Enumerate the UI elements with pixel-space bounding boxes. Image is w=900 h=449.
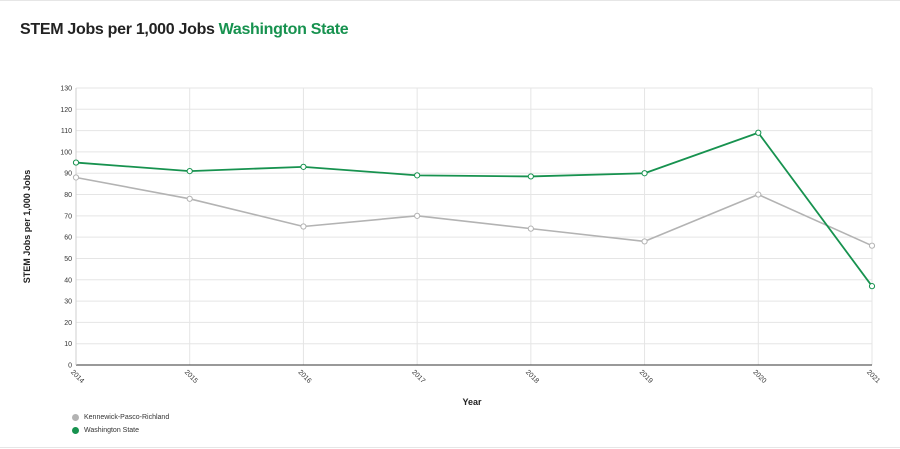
series-line-washington-state bbox=[75, 131, 873, 287]
data-point bbox=[414, 172, 421, 179]
data-point bbox=[755, 191, 762, 198]
y-tick-label: 60 bbox=[64, 235, 72, 242]
x-tick-label: 2020 bbox=[751, 369, 767, 385]
x-tick-label: 2014 bbox=[69, 369, 85, 385]
y-tick-label: 80 bbox=[64, 192, 72, 199]
legend: Kennewick-Pasco-Richland Washington State bbox=[72, 411, 169, 437]
top-divider bbox=[0, 0, 900, 1]
legend-label: Washington State bbox=[84, 427, 139, 434]
y-tick-label: 110 bbox=[61, 128, 72, 135]
data-point bbox=[868, 242, 876, 249]
data-point bbox=[641, 170, 648, 177]
x-tick-label: 2015 bbox=[183, 369, 199, 385]
data-point bbox=[186, 168, 193, 175]
data-point bbox=[72, 174, 80, 181]
data-point bbox=[186, 195, 193, 202]
data-point bbox=[300, 223, 307, 230]
data-point bbox=[755, 129, 762, 136]
chart-title: STEM Jobs per 1,000 Jobs Washington State bbox=[20, 21, 349, 39]
chart-title-accent: Washington State bbox=[218, 21, 349, 38]
y-tick-label: 30 bbox=[64, 299, 72, 306]
data-point bbox=[527, 225, 534, 232]
legend-label: Kennewick-Pasco-Richland bbox=[84, 414, 170, 421]
data-point bbox=[641, 238, 648, 245]
series-line-kennewick-pasco-richland bbox=[75, 176, 873, 247]
y-tick-label: 50 bbox=[64, 256, 72, 263]
chart-title-main: STEM Jobs per 1,000 Jobs bbox=[20, 21, 215, 38]
legend-swatch bbox=[72, 427, 79, 434]
y-tick-label: 10 bbox=[64, 341, 72, 348]
legend-swatch bbox=[72, 414, 79, 421]
x-axis-title: Year bbox=[462, 397, 482, 407]
y-axis-title: STEM Jobs per 1,000 Jobs bbox=[22, 170, 32, 284]
y-tick-label: 70 bbox=[64, 213, 72, 220]
y-tick-label: 0 bbox=[68, 363, 72, 370]
y-tick-label: 90 bbox=[64, 171, 72, 178]
y-tick-label: 100 bbox=[60, 149, 72, 156]
data-point bbox=[300, 163, 307, 170]
data-point bbox=[414, 212, 421, 219]
x-tick-label: 2018 bbox=[524, 369, 540, 385]
x-tick-label: 2017 bbox=[410, 369, 426, 385]
y-tick-label: 120 bbox=[60, 107, 72, 114]
x-tick-label: 2016 bbox=[297, 369, 313, 385]
y-tick-label: 20 bbox=[64, 320, 72, 327]
data-point bbox=[72, 159, 80, 166]
legend-item[interactable]: Washington State bbox=[72, 424, 169, 437]
x-tick-label: 2019 bbox=[638, 369, 654, 385]
x-tick-label: 2021 bbox=[865, 369, 881, 385]
y-tick-label: 40 bbox=[64, 277, 72, 284]
legend-item[interactable]: Kennewick-Pasco-Richland bbox=[72, 411, 169, 424]
data-point bbox=[868, 283, 876, 290]
y-tick-label: 130 bbox=[60, 86, 72, 93]
data-point bbox=[527, 173, 534, 180]
bottom-divider bbox=[0, 447, 900, 448]
